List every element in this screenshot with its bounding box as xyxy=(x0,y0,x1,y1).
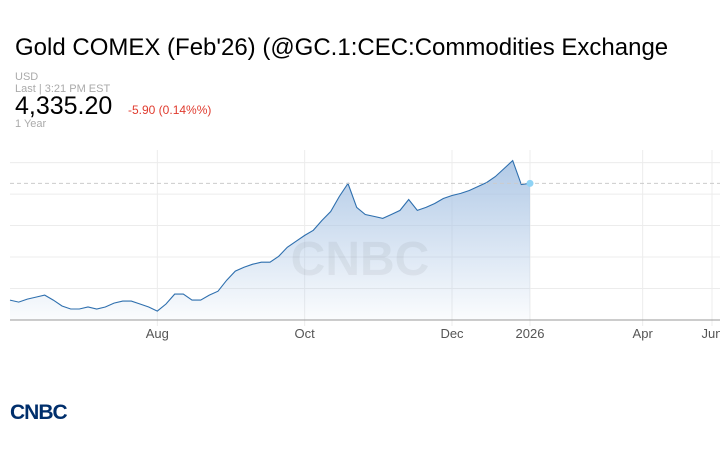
x-tick-label: Apr xyxy=(633,326,654,341)
x-tick-label: Dec xyxy=(440,326,464,341)
price-line xyxy=(9,159,531,312)
x-tick-label: 2026 xyxy=(516,326,545,341)
logo[interactable]: CNBC xyxy=(10,401,68,424)
currency: USD xyxy=(15,71,38,83)
watermark: CNBC xyxy=(291,233,430,286)
area xyxy=(10,160,530,320)
range-label: 1 Year xyxy=(15,118,47,130)
chart-title: Gold COMEX (Feb'26) (@GC.1:CEC:Commoditi… xyxy=(15,34,668,61)
price-change: -5.90 (0.14%%) xyxy=(128,103,211,117)
x-tick-label: Aug xyxy=(146,326,169,341)
last-point xyxy=(526,179,534,187)
x-tick-label: Jun xyxy=(702,326,720,341)
last-update: Last | 3:21 PM EST xyxy=(15,83,110,95)
x-tick-label: Oct xyxy=(295,326,316,341)
last-price: 4,335.20 xyxy=(15,92,112,120)
